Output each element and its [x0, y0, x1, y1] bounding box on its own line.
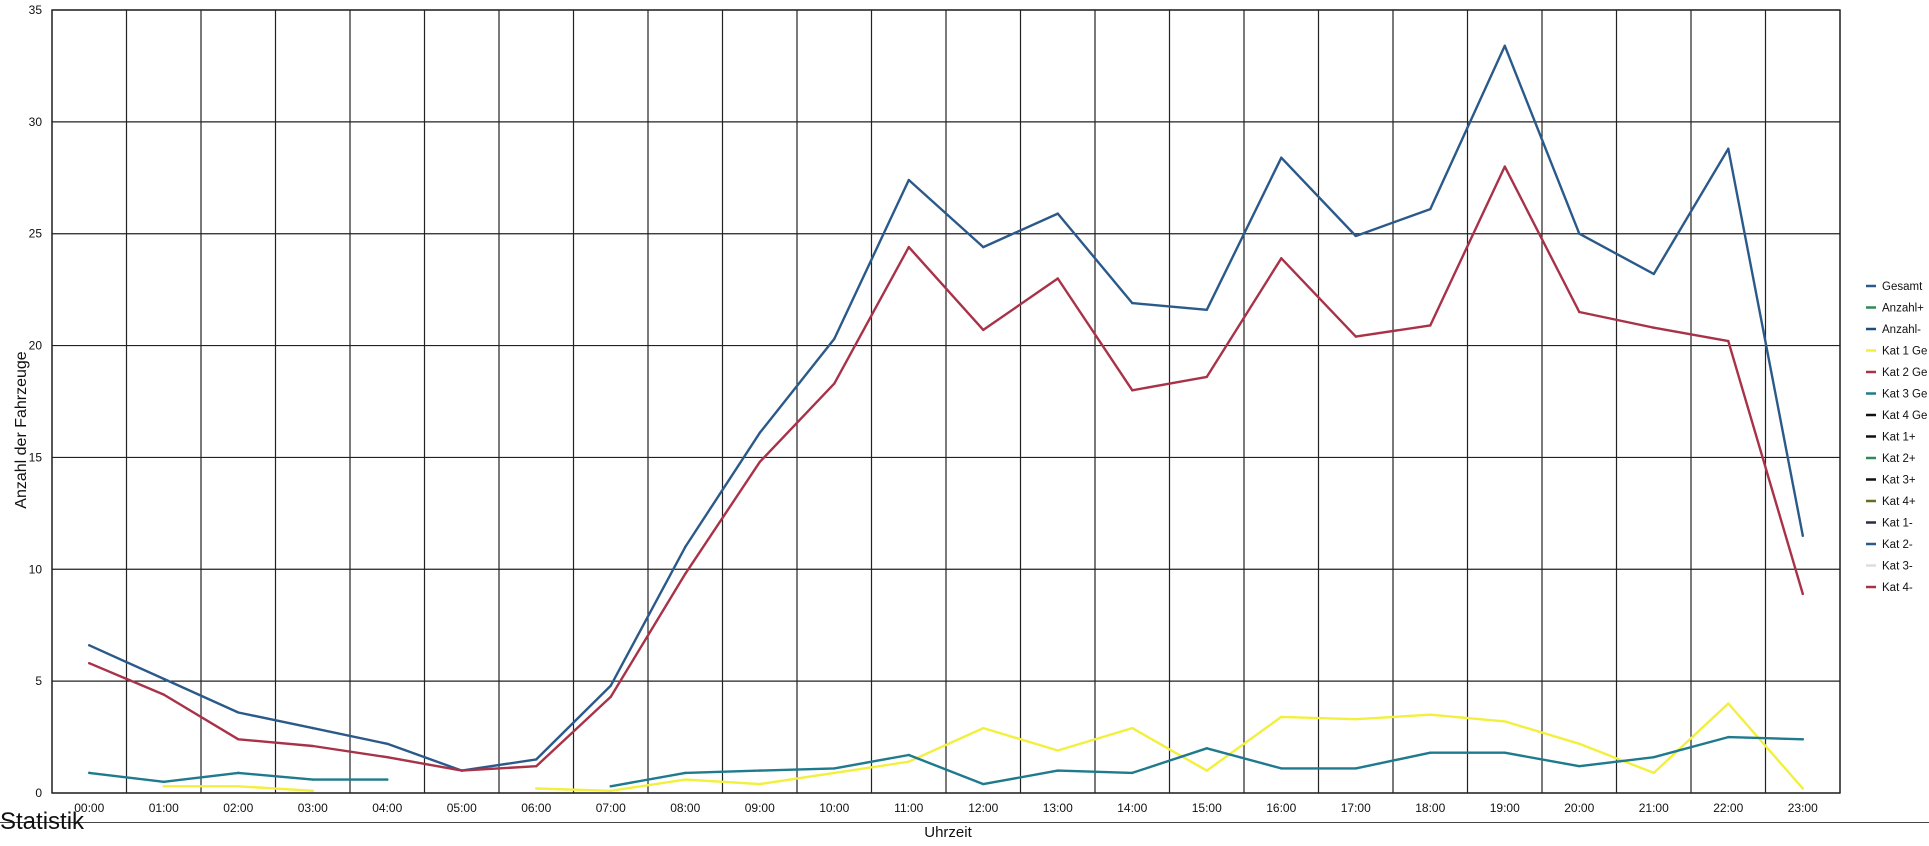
- y-tick-label: 0: [35, 786, 42, 800]
- x-tick-label: 13:00: [1043, 801, 1073, 815]
- series-line: [88, 44, 1805, 772]
- y-tick-label: 30: [29, 115, 43, 129]
- x-tick-label: 02:00: [223, 801, 253, 815]
- series-layer: [88, 44, 1805, 792]
- series-line: [535, 702, 1805, 792]
- x-tick-label: 05:00: [447, 801, 477, 815]
- legend-label: Kat 4 Ge: [1882, 410, 1927, 422]
- series-line: [609, 735, 1805, 788]
- x-tick-label: 00:00: [74, 801, 104, 815]
- legend-label: Kat 2-: [1882, 539, 1913, 551]
- y-tick-labels: 0 5 10 15 20 25 30 35: [29, 3, 43, 800]
- x-tick-label: 10:00: [819, 801, 849, 815]
- x-tick-label: 18:00: [1415, 801, 1445, 815]
- x-tick-label: 03:00: [298, 801, 328, 815]
- x-tick-label: 08:00: [670, 801, 700, 815]
- legend: Gesamt Anzahl+ Anzahl- Kat 1 Ge Kat 2 Ge Kat …: [1866, 281, 1927, 594]
- legend-label: Kat 3-: [1882, 561, 1913, 573]
- legend-label: Kat 1-: [1882, 518, 1913, 530]
- x-tick-label: 12:00: [968, 801, 998, 815]
- legend-label: Kat 3+: [1882, 475, 1916, 487]
- y-tick-label: 5: [35, 674, 42, 688]
- x-tick-label: 14:00: [1117, 801, 1147, 815]
- footer-title: Statistik: [0, 808, 85, 835]
- series-kat-2-ge: [88, 165, 1805, 772]
- series-gesamt: [88, 44, 1805, 772]
- x-tick-label: 22:00: [1713, 801, 1743, 815]
- x-tick-label: 17:00: [1341, 801, 1371, 815]
- y-tick-label: 10: [29, 562, 43, 576]
- y-tick-label: 15: [29, 450, 43, 464]
- legend-label: Kat 1 Ge: [1882, 346, 1927, 358]
- legend-label: Gesamt: [1882, 281, 1923, 293]
- legend-label: Kat 3 Ge: [1882, 389, 1927, 401]
- x-tick-label: 01:00: [149, 801, 179, 815]
- footer-divider: [0, 822, 1929, 823]
- x-tick-label: 19:00: [1490, 801, 1520, 815]
- x-tick-label: 23:00: [1788, 801, 1818, 815]
- x-tick-label: 20:00: [1564, 801, 1594, 815]
- series-kat-1-ge: [162, 702, 1805, 792]
- y-tick-label: 25: [29, 227, 43, 241]
- legend-label: Kat 2+: [1882, 453, 1916, 465]
- legend-label: Kat 4-: [1882, 582, 1913, 594]
- x-tick-label: 04:00: [372, 801, 402, 815]
- x-tick-label: 21:00: [1639, 801, 1669, 815]
- y-tick-label: 20: [29, 339, 43, 353]
- x-tick-label: 11:00: [894, 801, 923, 815]
- legend-label: Kat 4+: [1882, 496, 1916, 508]
- x-tick-label: 06:00: [521, 801, 551, 815]
- series-kat-3-ge: [88, 735, 1805, 788]
- x-tick-labels: 00:00 01:00 02:00 03:00 04:00 05:00 06:00 07:00…: [74, 801, 1818, 815]
- x-tick-label: 07:00: [596, 801, 626, 815]
- y-tick-label: 35: [29, 3, 43, 17]
- legend-label: Anzahl+: [1882, 303, 1924, 315]
- x-axis-label: Uhrzeit: [924, 824, 972, 841]
- legend-label: Anzahl-: [1882, 324, 1921, 336]
- grid: [51, 9, 1841, 794]
- series-line: [162, 785, 314, 792]
- series-line: [88, 771, 389, 783]
- y-axis-label: Anzahl der Fahrzeuge: [13, 351, 30, 509]
- x-tick-label: 09:00: [745, 801, 775, 815]
- series-line: [88, 165, 1805, 772]
- x-tick-label: 16:00: [1266, 801, 1296, 815]
- x-tick-label: 15:00: [1192, 801, 1222, 815]
- legend-label: Kat 2 Ge: [1882, 367, 1927, 379]
- legend-label: Kat 1+: [1882, 432, 1916, 444]
